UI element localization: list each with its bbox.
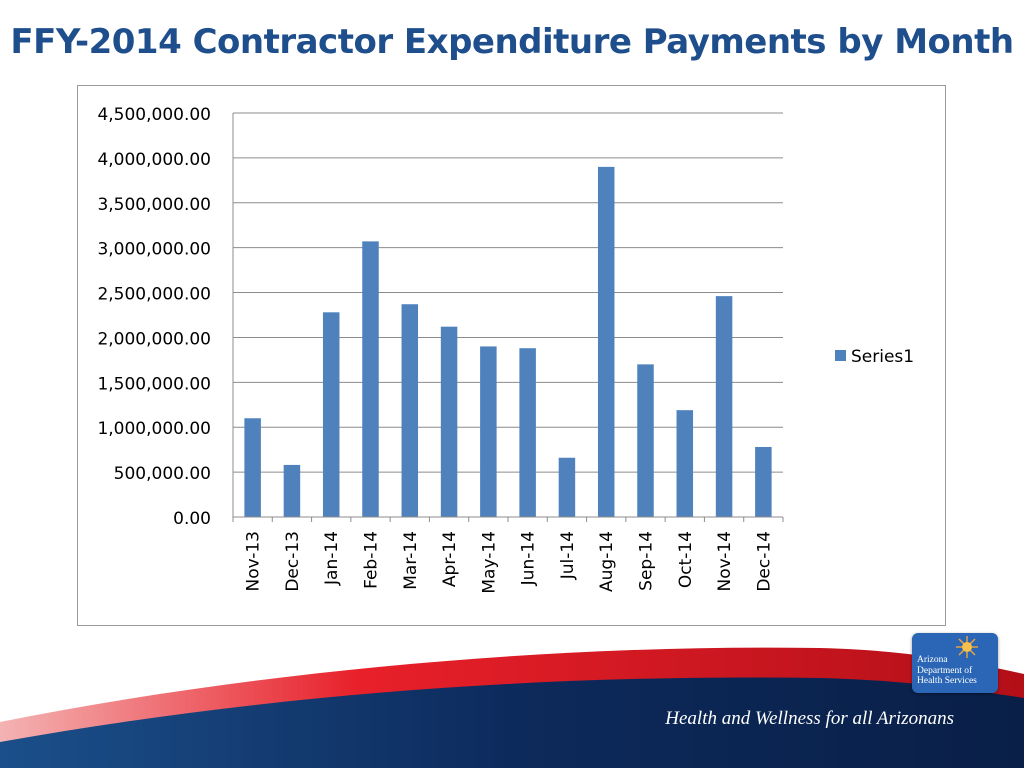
bar <box>715 296 733 517</box>
x-tick-label: Feb-14 <box>362 531 382 589</box>
tagline: Health and Wellness for all Arizonans <box>665 708 954 729</box>
y-tick-label: 3,000,000.00 <box>97 240 211 260</box>
x-tick-label: Dec-14 <box>754 531 774 592</box>
bar <box>283 464 301 517</box>
adhs-logo: Arizona Department of Health Services <box>912 633 998 693</box>
y-tick-label: 4,000,000.00 <box>97 150 211 170</box>
x-tick-label: Mar-14 <box>401 531 421 590</box>
gridlines <box>233 112 783 518</box>
sun-icon <box>956 636 978 658</box>
logo-line-3: Health Services <box>917 676 977 686</box>
y-tick-label: 500,000.00 <box>114 464 211 484</box>
bar-chart: 0.00 500,000.00 1,000,000.00 1,500,000.00 2,… <box>97 105 914 594</box>
bar <box>362 241 379 518</box>
x-tick-label: Jan-14 <box>322 531 342 586</box>
bar <box>401 304 419 517</box>
legend-swatch <box>835 350 846 361</box>
y-tick-label: 4,500,000.00 <box>97 105 211 125</box>
legend-label: Series1 <box>851 347 914 367</box>
chart-area: 0.00 500,000.00 1,000,000.00 1,500,000.00 2,… <box>77 85 946 626</box>
bar <box>480 346 497 517</box>
x-tick-label: Nov-13 <box>244 531 264 592</box>
bar <box>244 418 261 517</box>
x-tick-label: Apr-14 <box>440 531 460 587</box>
bar <box>597 166 615 517</box>
x-tick-label: Aug-14 <box>597 531 617 592</box>
x-tick-label: Jun-14 <box>519 531 539 586</box>
slide-title: FFY-2014 Contractor Expenditure Payments… <box>10 22 1014 62</box>
bar <box>440 326 458 517</box>
y-tick-label: 1,000,000.00 <box>97 419 211 439</box>
bar <box>637 364 654 517</box>
x-tick-label: Sep-14 <box>637 531 657 591</box>
y-tick-label: 2,500,000.00 <box>97 285 211 305</box>
x-tick-label: Dec-13 <box>283 531 303 592</box>
logo-line-1: Arizona <box>917 655 948 665</box>
bar <box>676 410 694 517</box>
y-tick-label: 2,000,000.00 <box>97 329 211 349</box>
bar <box>558 457 576 517</box>
y-tick-label: 3,500,000.00 <box>97 195 211 215</box>
y-tick-label: 0.00 <box>173 509 211 529</box>
footer-swoosh <box>0 647 1024 768</box>
x-tick-label: Jul-14 <box>558 531 578 580</box>
x-tick-label: May-14 <box>479 531 499 594</box>
axes <box>232 113 784 522</box>
legend: Series1 <box>835 347 914 367</box>
bar <box>755 446 772 517</box>
axis-labels: 0.00 500,000.00 1,000,000.00 1,500,000.00 2,… <box>97 105 774 594</box>
x-tick-label: Oct-14 <box>676 531 696 588</box>
y-tick-label: 1,500,000.00 <box>97 374 211 394</box>
logo-line-2: Department of <box>917 665 973 676</box>
logo-text: Arizona Department of Health Services <box>917 655 997 687</box>
bar <box>322 312 340 517</box>
x-tick-label: Nov-14 <box>715 531 735 592</box>
bar <box>519 348 536 517</box>
bars <box>244 166 772 518</box>
